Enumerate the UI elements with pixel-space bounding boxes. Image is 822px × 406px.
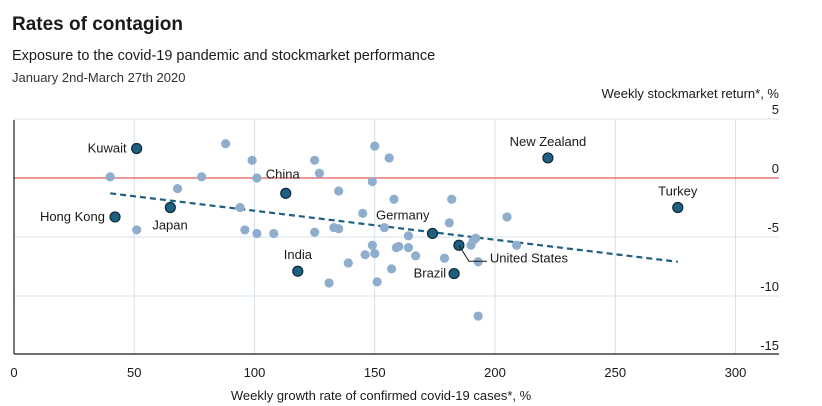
data-point [512, 240, 522, 250]
data-point [447, 194, 457, 204]
data-point [394, 241, 404, 252]
y-tick-label: 5 [772, 102, 779, 117]
data-point [403, 243, 414, 253]
data-point [172, 184, 183, 194]
data-point [367, 176, 377, 187]
highlighted-point [109, 211, 121, 223]
data-point [240, 225, 250, 235]
data-point [334, 224, 344, 234]
data-point [473, 311, 483, 321]
data-point [473, 257, 483, 267]
data-point [439, 253, 450, 263]
data-point [471, 233, 481, 243]
highlighted-point [280, 187, 292, 199]
highlighted-point [448, 267, 460, 280]
y-tick-label: -10 [760, 279, 779, 294]
leader-line [458, 244, 487, 262]
x-tick-label: 50 [127, 365, 141, 380]
data-point [314, 168, 325, 178]
country-label: Kuwait [88, 141, 127, 156]
data-point [221, 139, 231, 149]
x-tick-label: 250 [604, 365, 626, 380]
trend-layer [110, 192, 678, 263]
grid-layer [14, 118, 779, 354]
data-point [310, 155, 320, 165]
data-point [370, 141, 380, 151]
country-label: Hong Kong [40, 209, 105, 224]
data-point [247, 155, 257, 165]
country-label: Germany [376, 207, 430, 222]
country-label: Turkey [658, 184, 698, 199]
highlighted-point [542, 152, 554, 164]
data-point [372, 277, 382, 287]
highlighted-point [131, 142, 143, 155]
y-tick-label: 0 [772, 161, 779, 176]
data-point [502, 212, 512, 222]
data-point [389, 194, 399, 204]
highlighted-point [672, 201, 684, 214]
data-point [324, 278, 334, 288]
x-tick-label: 100 [244, 365, 266, 380]
data-point [310, 227, 320, 237]
data-point [367, 240, 377, 250]
highlighted-point [164, 201, 176, 214]
data-point [411, 251, 421, 261]
data-point [386, 264, 397, 274]
data-point [403, 231, 414, 241]
data-point [105, 172, 115, 182]
data-point [444, 218, 454, 228]
data-point [132, 225, 142, 235]
data-point [360, 250, 370, 260]
data-point [235, 202, 245, 213]
data-point [343, 258, 353, 268]
data-point [370, 248, 380, 259]
data-point [384, 153, 394, 163]
country-label: Brazil [414, 266, 447, 281]
country-label: India [284, 247, 313, 262]
chart-title: Rates of contagion [12, 14, 184, 35]
x-tick-label: 200 [484, 365, 506, 380]
country-label: New Zealand [510, 134, 587, 149]
trend-line [110, 192, 678, 263]
points-layer [105, 139, 684, 321]
data-point [252, 173, 262, 183]
data-point [196, 172, 207, 182]
highlighted-point [292, 265, 304, 277]
data-point [379, 222, 389, 233]
country-label: Japan [152, 218, 187, 233]
y-tick-label: -15 [760, 338, 779, 353]
y-axis-label: Weekly stockmarket return*, % [602, 86, 780, 101]
x-axis-label: Weekly growth rate of confirmed covid-19… [231, 388, 532, 403]
data-point [269, 228, 279, 239]
x-tick-label: 300 [725, 365, 747, 380]
labels-layer: Kuwait Hong Kong Japan China India Germany Bra… [40, 134, 698, 281]
y-tick-label: -5 [767, 220, 779, 235]
data-point [252, 228, 262, 239]
highlighted-point [426, 227, 439, 240]
data-point [358, 208, 368, 218]
x-tick-label: 150 [364, 365, 386, 380]
chart-subtitle: Exposure to the covid-19 pandemic and st… [12, 48, 436, 64]
data-point [334, 186, 344, 196]
x-tick-label: 0 [10, 365, 17, 380]
country-label: China [266, 166, 301, 181]
date-range: January 2nd-March 27th 2020 [12, 70, 186, 85]
country-label: United States [490, 250, 569, 265]
